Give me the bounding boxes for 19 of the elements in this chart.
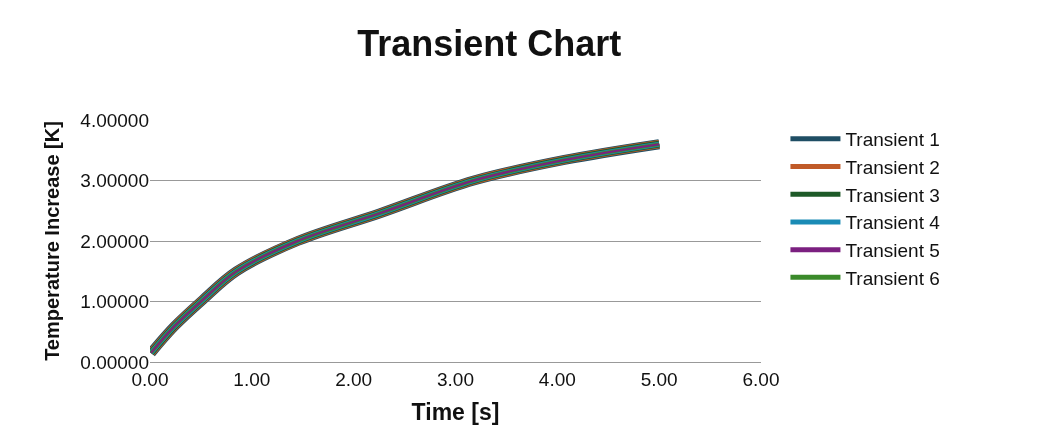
x-axis-title: Time [s] (411, 399, 500, 426)
legend-label: Transient 1 (845, 129, 940, 151)
x-tick-label: 6.00 (742, 368, 780, 390)
y-tick-label: 1.00000 (80, 291, 149, 313)
y-axis-title: Temperature Increase [K] (40, 121, 63, 361)
x-tick-label: 5.00 (640, 368, 678, 390)
legend-label: Transient 2 (845, 156, 940, 178)
x-tick-label: 3.00 (437, 368, 474, 390)
y-tick-label: 4.00000 (80, 109, 149, 131)
x-tick-label: 2.00 (335, 368, 373, 390)
x-tick-label: 1.00 (233, 368, 271, 390)
x-tick-label: 4.00 (538, 368, 576, 390)
legend-label: Transient 6 (845, 267, 940, 289)
legend-label: Transient 4 (845, 212, 941, 234)
y-tick-label: 3.00000 (80, 170, 149, 192)
chart-title: Transient Chart (357, 22, 622, 64)
legend-label: Transient 5 (845, 240, 940, 262)
y-tick-label: 2.00000 (80, 230, 149, 252)
legend-label: Transient 3 (845, 184, 940, 206)
